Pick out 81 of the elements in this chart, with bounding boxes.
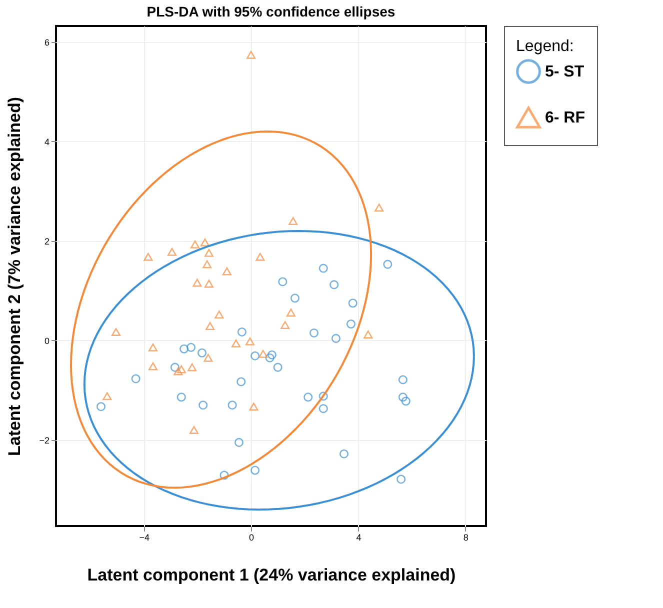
point <box>401 396 410 406</box>
point <box>236 377 246 386</box>
point <box>318 404 328 414</box>
point <box>189 426 198 434</box>
legend-label: 5- ST <box>545 64 584 80</box>
point <box>131 374 140 384</box>
point <box>318 264 328 273</box>
point <box>258 350 268 358</box>
point <box>398 392 408 402</box>
point <box>364 330 373 338</box>
point <box>309 328 319 338</box>
point <box>198 400 208 410</box>
point <box>202 260 212 268</box>
point <box>204 248 214 257</box>
point <box>232 339 241 348</box>
x-tick-label: −4 <box>139 532 150 542</box>
point <box>200 238 210 246</box>
point <box>204 280 214 288</box>
point <box>170 362 180 372</box>
point <box>180 344 189 354</box>
y-tick-label: 2 <box>44 236 50 246</box>
point <box>250 466 260 475</box>
point <box>250 351 260 360</box>
point <box>348 298 358 308</box>
point <box>167 248 177 256</box>
legend-label: 6- RF <box>545 110 586 126</box>
y-axis-title: Latent component 2 (7% variance explained) <box>5 97 24 456</box>
point <box>214 310 224 319</box>
point <box>102 392 112 400</box>
point <box>186 342 196 352</box>
point <box>111 328 121 336</box>
point <box>204 354 213 362</box>
x-tick-label: 8 <box>463 532 468 542</box>
y-tick-label: −2 <box>39 435 50 446</box>
point <box>190 240 200 248</box>
point <box>96 402 106 412</box>
point <box>339 449 349 458</box>
point <box>383 260 392 269</box>
y-tick-label: 0 <box>44 336 50 346</box>
point <box>280 321 290 330</box>
point <box>237 327 246 336</box>
point <box>304 392 313 402</box>
chart-title: PLS-DA with 95% confidence ellipses <box>146 4 396 20</box>
y-tick-label: 4 <box>44 136 50 147</box>
point <box>192 278 202 287</box>
point <box>278 277 288 286</box>
x-axis-title: Latent component 1 (24% variance explained) <box>87 566 456 584</box>
point <box>206 322 215 330</box>
point <box>197 348 207 358</box>
point <box>249 402 258 411</box>
point <box>331 334 340 343</box>
point <box>288 217 298 226</box>
point <box>222 267 232 276</box>
point <box>174 367 183 376</box>
point <box>330 280 339 290</box>
point <box>144 252 153 261</box>
point <box>265 353 274 362</box>
point <box>176 392 186 402</box>
point <box>148 343 158 352</box>
x-tick-label: 0 <box>249 532 254 542</box>
point <box>256 252 265 261</box>
point <box>228 400 237 410</box>
point <box>245 337 254 346</box>
legend-title: Legend: <box>516 38 574 55</box>
point <box>398 375 408 384</box>
point <box>396 474 406 484</box>
point <box>220 470 229 480</box>
point <box>246 50 256 59</box>
point <box>148 362 158 370</box>
point <box>188 363 197 372</box>
point <box>176 365 186 374</box>
point <box>318 392 328 401</box>
point <box>290 294 300 303</box>
point <box>346 319 356 329</box>
point <box>267 350 276 360</box>
y-tick-label: 6 <box>44 37 50 48</box>
point <box>273 362 282 372</box>
x-tick-label: 4 <box>356 532 362 542</box>
point <box>286 308 296 317</box>
point <box>234 438 244 447</box>
point <box>374 204 384 212</box>
